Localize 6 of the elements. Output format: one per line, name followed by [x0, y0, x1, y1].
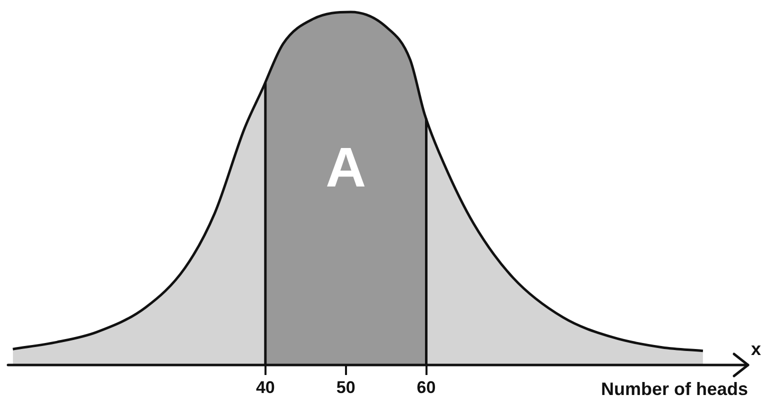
text: x [751, 338, 762, 359]
x-tick-label: 50 [336, 378, 356, 397]
band-label: A [326, 135, 366, 198]
x-axis-title: Number of heads [600, 379, 748, 400]
x-tick-label: 40 [256, 378, 275, 397]
x-tick-label: 60 [416, 378, 436, 397]
